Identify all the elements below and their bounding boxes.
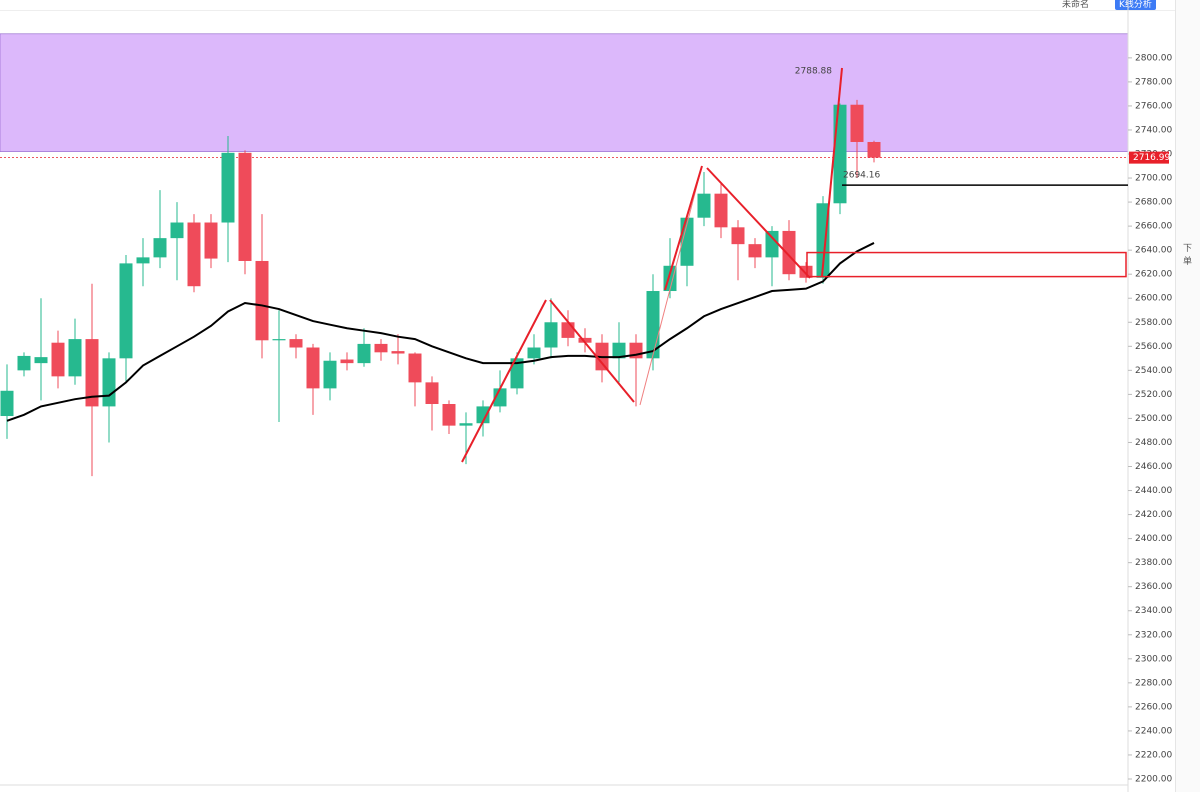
range-box — [806, 251, 1127, 278]
candle-body — [459, 423, 473, 426]
candle-body — [323, 360, 337, 389]
candle-body — [51, 342, 65, 377]
analysis-button[interactable]: K线分析 — [1115, 0, 1156, 10]
y-tick-label: 2640.00 — [1135, 246, 1172, 256]
y-tick-label: 2280.00 — [1135, 678, 1172, 688]
y-tick-label: 2760.00 — [1135, 101, 1172, 111]
candle-body — [102, 358, 116, 407]
candle-body — [782, 230, 796, 275]
arrow — [664, 165, 703, 291]
candle-body — [612, 342, 626, 359]
candle-body — [255, 260, 269, 341]
arrow — [706, 167, 811, 279]
candle-body — [289, 339, 303, 348]
y-tick-label: 2380.00 — [1135, 558, 1172, 568]
y-tick-label: 2420.00 — [1135, 510, 1172, 520]
toolbar: 未命名 K线分析 — [0, 0, 1175, 11]
y-tick-label: 2560.00 — [1135, 342, 1172, 352]
zone — [0, 33, 1129, 152]
y-tick-label: 2440.00 — [1135, 486, 1172, 496]
candle-body — [153, 238, 167, 258]
candle-body — [306, 347, 320, 389]
candle-body — [85, 339, 99, 407]
y-tick-label: 2320.00 — [1135, 630, 1172, 640]
y-tick-label: 2400.00 — [1135, 534, 1172, 544]
candle-body — [391, 351, 405, 354]
y-tick-label: 2500.00 — [1135, 414, 1172, 424]
candle-body — [170, 222, 184, 239]
candle-body — [731, 227, 745, 245]
annotations — [461, 67, 843, 463]
high-label: 2788.88 — [795, 67, 832, 77]
layout-name[interactable]: 未命名 — [1062, 0, 1090, 10]
y-tick-label: 2740.00 — [1135, 125, 1172, 135]
sidebar — [1175, 0, 1200, 792]
y-tick-label: 2600.00 — [1135, 294, 1172, 304]
candle-body — [357, 343, 371, 364]
price-tag-label: 2716.99 — [1133, 153, 1170, 163]
arrow — [821, 67, 843, 277]
moving-average — [6, 242, 875, 422]
candle-body — [187, 222, 201, 287]
candle-body — [238, 152, 252, 261]
y-tick-label: 2360.00 — [1135, 582, 1172, 592]
candle-body — [476, 406, 490, 424]
candle-body — [765, 230, 779, 258]
candle-body — [204, 222, 218, 259]
candle-body — [799, 265, 813, 278]
y-tick-label: 2780.00 — [1135, 77, 1172, 87]
y-tick-label: 2340.00 — [1135, 606, 1172, 616]
candle-body — [867, 141, 881, 158]
candle-body — [119, 263, 133, 359]
candle-body — [544, 322, 558, 348]
y-tick-label: 2220.00 — [1135, 750, 1172, 760]
y-tick-label: 2680.00 — [1135, 198, 1172, 208]
candle-body — [0, 390, 14, 417]
candle-body — [340, 359, 354, 364]
candle-body — [34, 357, 48, 364]
y-tick-label: 2260.00 — [1135, 702, 1172, 712]
y-tick-label: 2520.00 — [1135, 390, 1172, 400]
candle-body — [425, 382, 439, 404]
y-tick-label: 2700.00 — [1135, 174, 1172, 184]
price-tag — [1129, 151, 1169, 164]
candle-body — [408, 353, 422, 383]
y-tick-label: 2580.00 — [1135, 318, 1172, 328]
y-tick-label: 2480.00 — [1135, 438, 1172, 448]
arrow — [639, 165, 703, 406]
candle-body — [374, 343, 388, 353]
y-tick-label: 2620.00 — [1135, 270, 1172, 280]
candle-body — [221, 152, 235, 223]
chart: 2200.00 2220.00 2240.00 2260.00 2280.00 2300.… — [0, 0, 1172, 792]
candle-body — [697, 193, 711, 218]
arrow — [549, 299, 635, 403]
candle-body — [527, 347, 541, 359]
order-button[interactable]: 下单 — [1183, 244, 1193, 267]
y-tick-label: 2300.00 — [1135, 654, 1172, 664]
candle-body — [68, 339, 82, 377]
candle-body — [136, 257, 150, 264]
y-tick-label: 2800.00 — [1135, 53, 1172, 63]
candle-body — [442, 404, 456, 426]
arrow — [461, 299, 547, 463]
candle-body — [17, 355, 31, 371]
candle-body — [561, 322, 575, 338]
support-label: 2694.16 — [843, 171, 880, 181]
y-tick-label: 2660.00 — [1135, 222, 1172, 232]
y-tick-label: 2460.00 — [1135, 462, 1172, 472]
candle-body — [748, 244, 762, 258]
y-tick-label: 2540.00 — [1135, 366, 1172, 376]
y-tick-label: 2200.00 — [1135, 774, 1172, 784]
candle-body — [510, 358, 524, 389]
candle-body — [714, 193, 728, 228]
candle-body — [578, 337, 592, 343]
candle-body — [833, 104, 847, 204]
candle-body — [272, 339, 286, 341]
candle-body — [850, 104, 864, 142]
y-tick-label: 2240.00 — [1135, 726, 1172, 736]
